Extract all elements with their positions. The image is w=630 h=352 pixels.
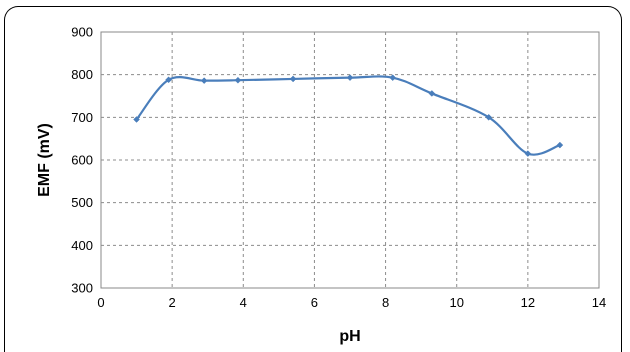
data-point bbox=[200, 77, 208, 84]
y-tick-label: 700 bbox=[71, 110, 93, 125]
data-point bbox=[289, 75, 297, 83]
y-tick-label: 400 bbox=[71, 238, 93, 253]
data-point bbox=[556, 141, 564, 149]
x-tick-label: 12 bbox=[521, 295, 535, 310]
y-axis-title: EMF (mV) bbox=[36, 123, 53, 197]
x-tick-label: 4 bbox=[240, 295, 247, 310]
y-tick-label: 600 bbox=[71, 153, 93, 168]
x-tick-label: 14 bbox=[592, 295, 606, 310]
x-tick-label: 10 bbox=[449, 295, 463, 310]
x-tick-label: 6 bbox=[311, 295, 318, 310]
x-tick-label: 2 bbox=[169, 295, 176, 310]
y-tick-label: 300 bbox=[71, 281, 93, 296]
data-point bbox=[485, 113, 493, 121]
y-tick-label: 800 bbox=[71, 67, 93, 82]
data-point bbox=[234, 76, 242, 84]
series-line bbox=[135, 75, 561, 156]
data-point bbox=[165, 76, 172, 84]
x-tick-label: 0 bbox=[97, 295, 104, 310]
grid bbox=[100, 31, 600, 289]
x-tick-label: 8 bbox=[382, 295, 389, 310]
x-axis-title: pH bbox=[339, 328, 360, 345]
data-point bbox=[524, 150, 532, 157]
chart-frame bbox=[4, 6, 622, 352]
y-tick-label: 900 bbox=[71, 25, 93, 40]
y-tick-label: 500 bbox=[71, 195, 93, 210]
data-point bbox=[133, 116, 140, 123]
data-point bbox=[389, 74, 397, 82]
axes: 300 400 500 600 700 800 900 0 2 4 6 8 10 12 14 bbox=[71, 25, 606, 311]
data-point bbox=[428, 90, 436, 97]
data-point bbox=[346, 74, 354, 82]
series bbox=[133, 74, 564, 157]
